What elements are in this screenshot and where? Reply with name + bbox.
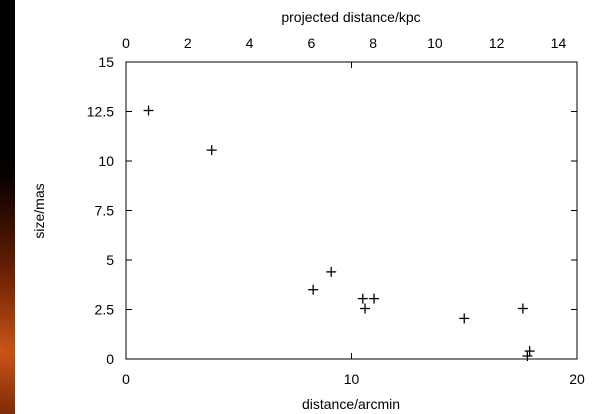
x-axis-title: distance/arcmin bbox=[302, 396, 400, 412]
x2-tick-label: 14 bbox=[551, 35, 567, 51]
x-tick-label: 0 bbox=[122, 371, 130, 387]
figure-panel bbox=[15, 0, 607, 414]
plot-frame bbox=[125, 61, 578, 360]
x2-axis-title: projected distance/kpc bbox=[281, 9, 420, 25]
y-tick-label: 10 bbox=[98, 153, 114, 169]
data-point bbox=[524, 346, 535, 357]
y-tick-label: 12.5 bbox=[87, 104, 114, 120]
data-point bbox=[459, 313, 470, 324]
data-point bbox=[326, 266, 337, 277]
data-point bbox=[206, 145, 217, 156]
data-point bbox=[143, 105, 154, 116]
data-point bbox=[369, 293, 380, 304]
y-tick-label: 0 bbox=[106, 351, 114, 367]
x2-tick-label: 6 bbox=[307, 35, 315, 51]
y-axis-title: size/mas bbox=[31, 183, 47, 238]
x2-tick-label: 0 bbox=[122, 35, 130, 51]
y-tick-label: 5 bbox=[106, 252, 114, 268]
x2-axis-ticks: 0 2 4 6 8 10 12 14 bbox=[122, 35, 566, 51]
data-point bbox=[360, 303, 371, 314]
y-tick-label: 2.5 bbox=[95, 302, 115, 318]
x2-tick-label: 12 bbox=[489, 35, 505, 51]
data-point bbox=[522, 351, 533, 362]
x-tick-label: 10 bbox=[344, 371, 360, 387]
x-tick-label: 20 bbox=[569, 371, 585, 387]
x2-tick-label: 2 bbox=[184, 35, 192, 51]
x2-tick-label: 10 bbox=[427, 35, 443, 51]
x2-tick-label: 4 bbox=[246, 35, 254, 51]
data-point bbox=[357, 293, 368, 304]
data-point bbox=[308, 284, 319, 295]
y-tick-label: 7.5 bbox=[95, 203, 115, 219]
data-points bbox=[143, 105, 535, 362]
x-axis-ticks: 0 10 20 bbox=[122, 62, 585, 387]
y-axis-ticks: 0 2.5 5 7.5 10 12.5 15 bbox=[87, 54, 577, 367]
y-tick-label: 15 bbox=[98, 54, 114, 70]
data-point bbox=[517, 303, 528, 314]
x2-tick-label: 8 bbox=[369, 35, 377, 51]
